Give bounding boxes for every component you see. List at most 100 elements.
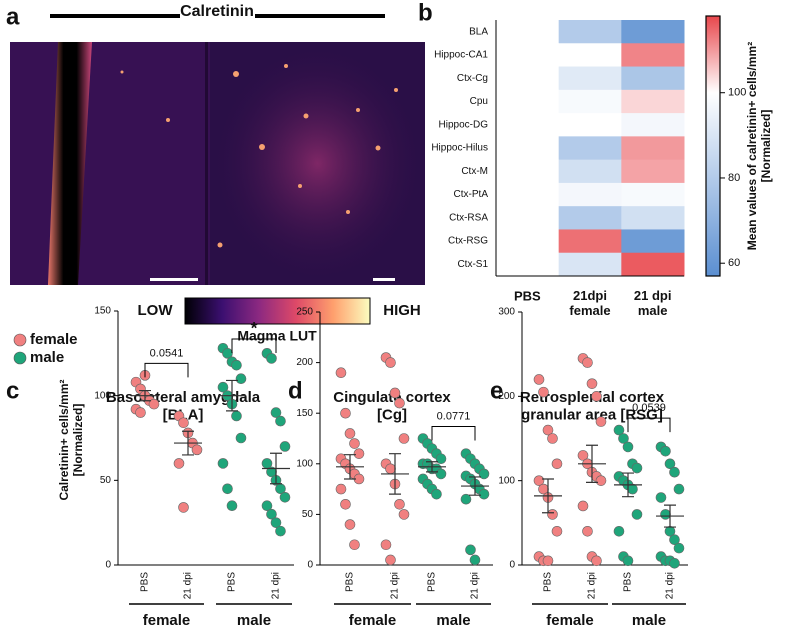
error-bar (139, 389, 151, 402)
data-point (275, 415, 286, 427)
data-point (460, 493, 472, 505)
data-point (533, 475, 545, 486)
group-label: female (349, 612, 397, 629)
error-bar (664, 504, 676, 528)
x-tick-label: PBS (345, 572, 356, 592)
colorbar-tick-label: 80 (728, 172, 740, 184)
y-tick-label: 50 (100, 475, 112, 486)
x-tick-label: 21 dpi (183, 572, 194, 599)
data-point (344, 519, 356, 530)
significance-label: 0.0539 (632, 402, 666, 414)
heat-cell (621, 66, 685, 91)
group-label: male (632, 612, 666, 629)
data-point (389, 387, 401, 399)
group-label: male (436, 612, 470, 629)
data-point (627, 483, 638, 495)
data-point (591, 391, 602, 402)
data-point (664, 458, 676, 470)
data-point (178, 417, 189, 429)
data-point (478, 488, 490, 500)
heat-cell (496, 20, 560, 44)
data-point (542, 555, 554, 567)
colorbar-tick-label: 100 (728, 87, 746, 99)
data-point (547, 433, 558, 444)
heat-cell (558, 43, 622, 68)
heat-cell (496, 113, 560, 137)
data-point (431, 488, 442, 500)
data-point (669, 466, 680, 478)
data-point (340, 407, 351, 419)
heat-cell (621, 229, 685, 254)
x-tick-label: 21 dpi (271, 572, 282, 599)
data-point (335, 483, 347, 495)
row-label: Ctx-RSG (448, 236, 488, 247)
data-point (538, 386, 549, 398)
data-point (261, 500, 273, 512)
heat-cell (621, 20, 685, 44)
data-point (533, 374, 545, 385)
data-point (551, 458, 563, 470)
data-point (465, 544, 476, 556)
data-point (547, 509, 558, 520)
colorbar (705, 15, 721, 277)
heat-cell (558, 66, 622, 91)
significance-bracket (431, 426, 476, 441)
row-label: Ctx-RSA (449, 212, 488, 223)
lut-bar (184, 297, 371, 325)
heat-cell (496, 136, 560, 161)
y-tick-label: 100 (296, 458, 313, 469)
data-point (394, 498, 405, 510)
data-point (231, 359, 242, 371)
data-point (173, 458, 185, 469)
row-label: Ctx-M (461, 166, 488, 177)
data-point (613, 424, 625, 436)
heat-cell (558, 89, 622, 114)
data-point (270, 407, 282, 418)
data-point (349, 438, 360, 449)
row-label: Ctx-PtA (454, 189, 489, 200)
significance-bracket (627, 417, 671, 433)
data-point (279, 491, 291, 503)
micrograph-title: Calretinin (180, 3, 254, 20)
error-bar (586, 444, 598, 483)
panel-label: e (490, 377, 503, 404)
x-tick-label: 21 dpi (587, 572, 598, 599)
data-point (217, 458, 229, 469)
data-point (178, 502, 189, 513)
data-point (631, 509, 643, 520)
y-tick-label: 100 (94, 390, 111, 401)
heat-cell (558, 206, 622, 230)
data-point (551, 525, 563, 537)
heat-cell (621, 136, 685, 161)
data-point (231, 410, 242, 422)
error-bar (344, 454, 356, 480)
y-tick-label: 50 (302, 509, 314, 520)
panel-label: c (6, 377, 19, 404)
heat-cell (496, 252, 560, 277)
error-bar (426, 461, 438, 473)
data-point (660, 509, 671, 520)
error-bar (226, 379, 238, 412)
significance-bracket (231, 338, 277, 353)
y-tick-label: 0 (105, 560, 111, 571)
error-bar (182, 430, 194, 456)
y-tick-label: 250 (296, 307, 313, 318)
heat-cell (558, 229, 622, 254)
data-point (344, 428, 356, 439)
significance-label: 0.0771 (437, 410, 471, 422)
column-label: 21dpi female (569, 288, 610, 318)
data-point (669, 558, 680, 569)
x-tick-label: 21 dpi (390, 572, 401, 599)
row-label: Hippoc-DG (439, 119, 489, 130)
data-point (353, 448, 365, 459)
data-point (235, 432, 247, 444)
heat-cell (621, 43, 685, 68)
error-bar (469, 476, 481, 496)
heat-cell (621, 182, 685, 207)
data-point (275, 525, 286, 537)
y-tick-label: 200 (498, 391, 515, 402)
heat-cell (496, 89, 560, 114)
significance-bracket (144, 362, 189, 378)
data-point (669, 534, 680, 546)
title-bg (180, 3, 255, 23)
